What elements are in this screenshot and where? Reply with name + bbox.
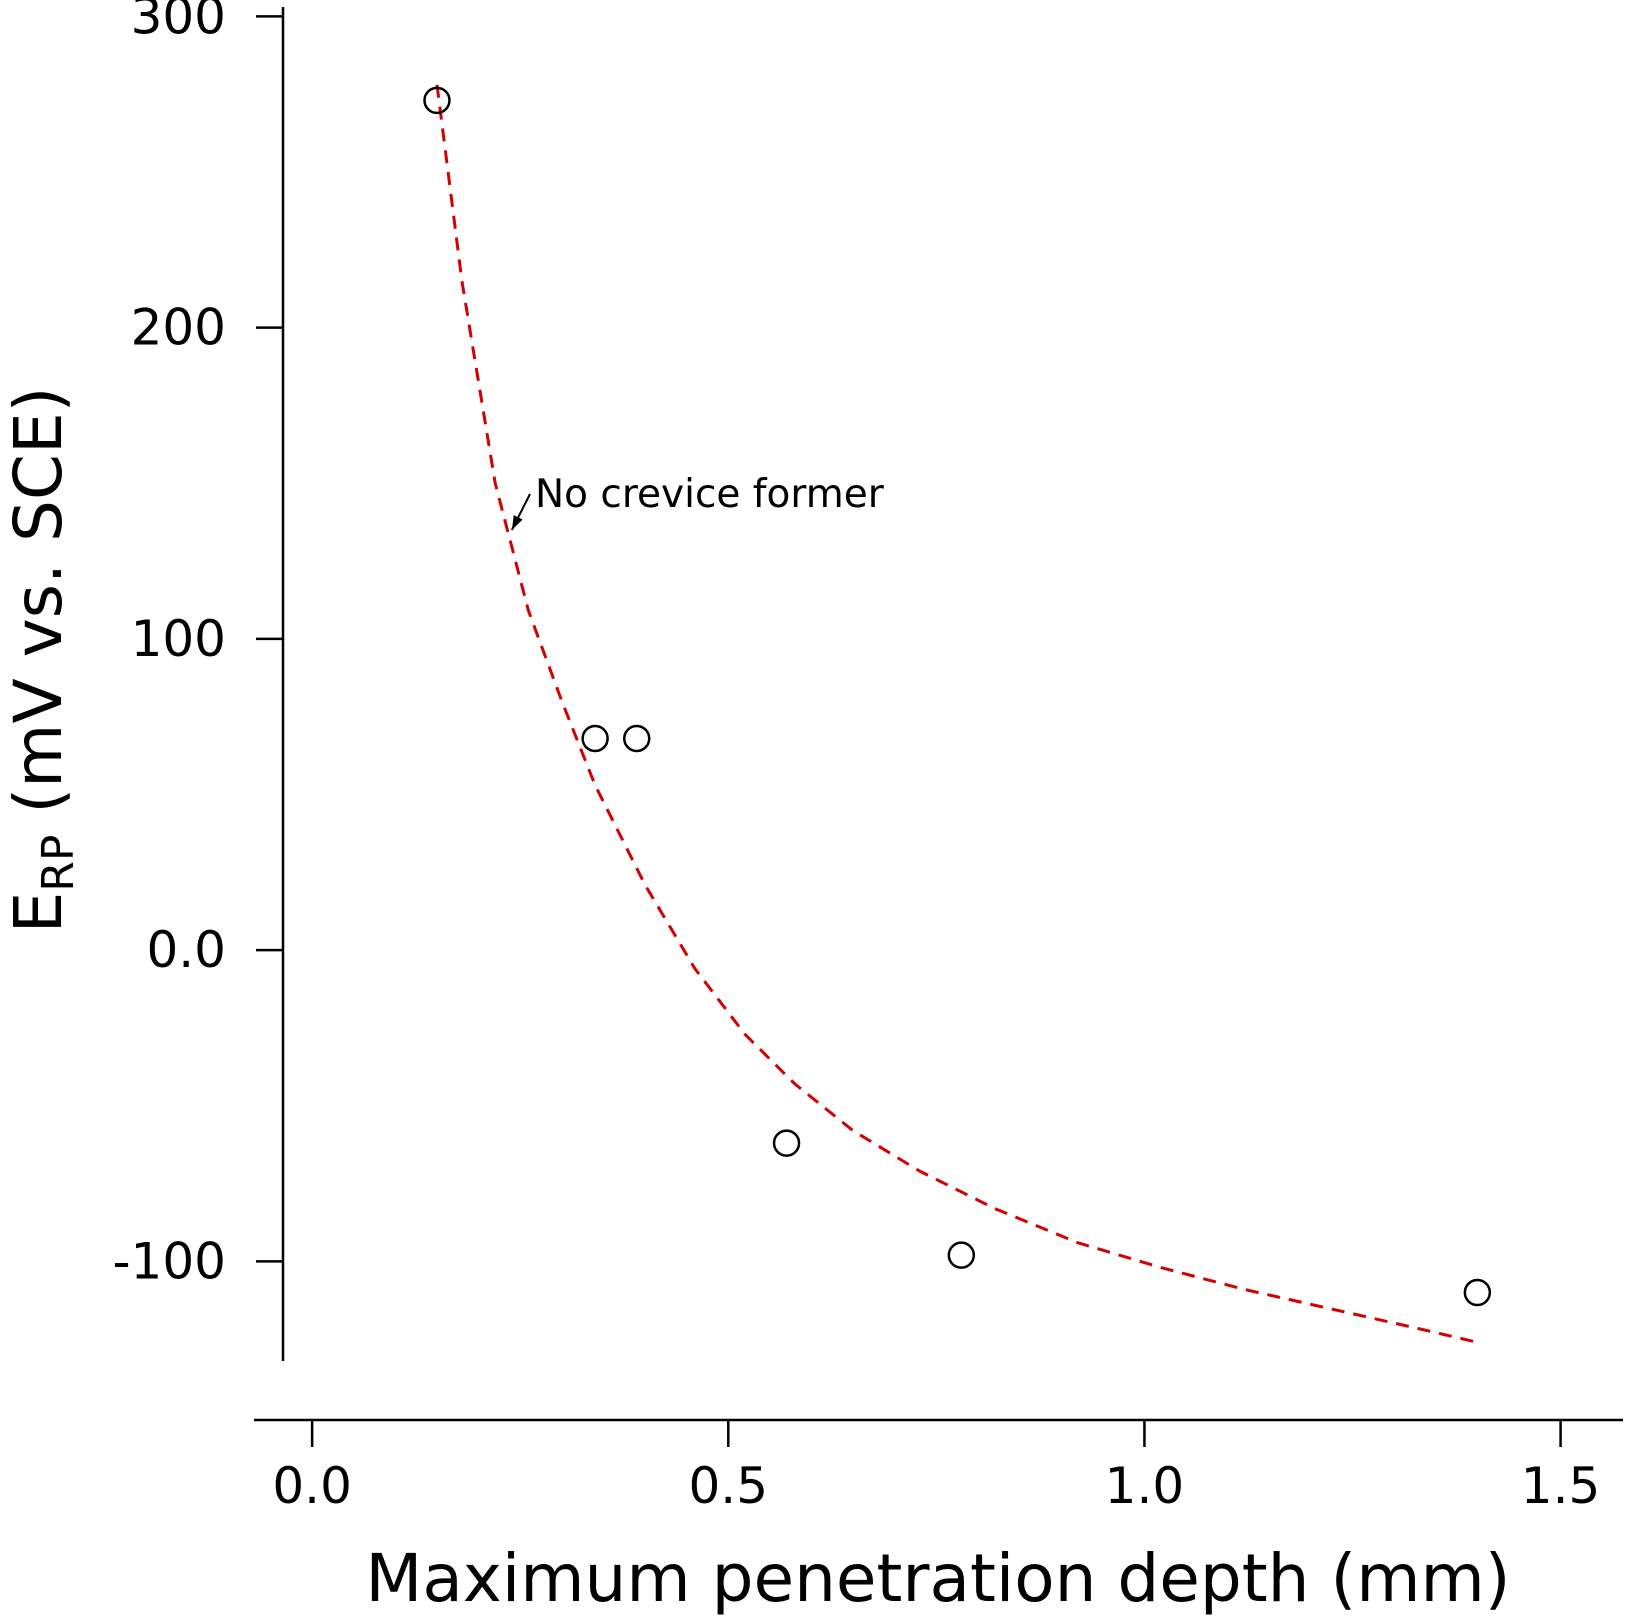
data-point (581, 724, 609, 753)
x-ticks: 0.0 0.5 1.0 1.5 (272, 1420, 1600, 1515)
x-tick-label: 0.0 (272, 1457, 352, 1515)
data-point (622, 724, 651, 753)
data-point (947, 1241, 976, 1269)
x-tick-label: 1.0 (1105, 1457, 1185, 1515)
x-tick-label: 1.5 (1521, 1457, 1601, 1515)
data-point (423, 86, 451, 115)
data-point (772, 1129, 801, 1157)
x-axis-title: Maximum penetration depth (mm) (365, 1540, 1510, 1617)
annotation-text: No crevice former (535, 472, 885, 517)
y-tick-label: 100 (131, 610, 226, 668)
scatter-points (423, 86, 1492, 1307)
y-tick-label: 0.0 (146, 921, 226, 979)
y-axis: 300 200 100 0.0 -100 (113, 0, 285, 1361)
y-ticks: 300 200 100 0.0 -100 (113, 0, 283, 1290)
fit-curve-line (435, 84, 1478, 1344)
y-tick-label: 200 (131, 299, 226, 357)
fit-curve (435, 84, 1478, 1344)
y-axis-title-subscript: RP (33, 835, 84, 892)
data-point (1463, 1278, 1492, 1307)
y-tick-label: 300 (131, 0, 226, 45)
annotation-arrowhead-icon (511, 515, 523, 530)
x-axis: 0.0 0.5 1.0 1.5 (254, 1418, 1623, 1515)
y-axis-title-main: E (0, 892, 77, 934)
x-tick-label: 0.5 (689, 1457, 769, 1515)
y-axis-title: ERP (mV vs. SCE) (0, 387, 84, 934)
annotation: No crevice former (510, 472, 885, 531)
y-axis-title-rest: (mV vs. SCE) (0, 387, 77, 835)
y-tick-label: -100 (113, 1232, 226, 1290)
